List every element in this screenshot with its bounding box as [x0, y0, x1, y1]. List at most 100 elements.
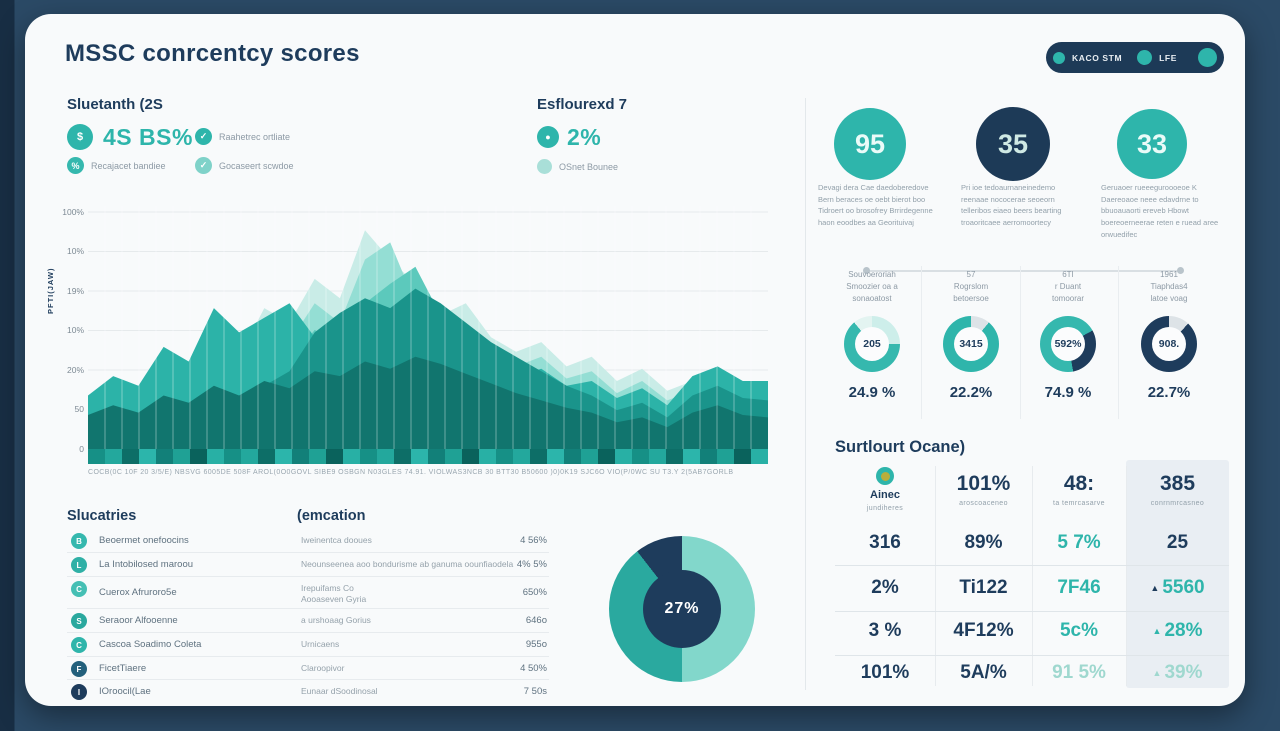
row-divider — [835, 565, 1229, 566]
cell-with-trend: ▲ 28% — [1126, 620, 1229, 642]
row-desc: Claroopivor — [301, 663, 345, 673]
row-value: 955o — [525, 639, 547, 650]
page-title: MSSC conrcentcy scores — [65, 40, 360, 67]
slider-handle-left[interactable] — [863, 267, 870, 274]
cell: 316 — [869, 532, 901, 553]
pill-button-1[interactable]: KACO STM — [1072, 52, 1123, 63]
row-name: La Intobilosed maroou — [99, 559, 194, 570]
range-slider-track[interactable] — [867, 270, 1181, 272]
header-label: 385 — [1159, 472, 1196, 495]
right-table-header-1: Ainec jundiheres — [835, 467, 935, 512]
donut-center-value: 908. — [1152, 327, 1186, 361]
table-row[interactable]: C Cuerox Afruroro5e Irepuifams Co Aooase… — [67, 578, 549, 609]
donut-gauge-4: 908. — [1141, 316, 1197, 372]
pill-dot-icon — [1053, 51, 1065, 64]
row-value: 4 50% — [520, 663, 547, 674]
row-desc: Neounseenea aoo bondurisme ab ganuma oou… — [301, 559, 514, 569]
x-axis-labels: COCB(0C 10F 20 3/5/E) NBSVG 6005DE 508F … — [88, 469, 734, 476]
highlighted-column — [1126, 460, 1229, 688]
header-label: 48: — [1063, 472, 1095, 495]
header-sub: aroscoaceneo — [959, 500, 1008, 507]
stat-label-4: OSnet Bounee — [559, 162, 619, 172]
cell: 25 — [1166, 532, 1189, 553]
header-sub: conrnmrcasneo — [1150, 500, 1205, 507]
cell: Ti122 — [959, 577, 1008, 598]
gauge-label-line: Souvoeroriah — [848, 270, 896, 279]
row-icon: F — [71, 661, 87, 677]
y-axis-label: PFTI(JAW) — [46, 267, 55, 315]
gauge-label-line: sonaoatost — [852, 294, 892, 303]
cell-value: 5560 — [1162, 577, 1205, 598]
row-value: 4 56% — [520, 535, 547, 546]
gauge-label-line: tomoorar — [1051, 294, 1084, 303]
row-icon: S — [71, 613, 87, 629]
area-chart: 100% 10% 19% 10% 20% 50 0 PFTI(JAW) — [46, 206, 768, 464]
table-row[interactable]: C Cascoa Soadimo Coleta Urnicaens 955o — [67, 634, 549, 657]
row-value: 650% — [522, 587, 547, 598]
cell: 3 % — [868, 620, 902, 641]
row-name: Cuerox Afruroro5e — [99, 587, 177, 598]
table-row[interactable]: B Beoermet onefoocins Iweinentca dooues … — [67, 530, 549, 553]
y-tick: 10% — [66, 325, 84, 335]
column-divider — [1032, 466, 1033, 686]
pill-icon-2[interactable] — [1137, 50, 1153, 65]
row-desc: Urnicaens — [301, 639, 340, 649]
table-row[interactable]: F FicetTiaere Claroopivor 4 50% — [67, 658, 549, 680]
gauge-divider — [1118, 266, 1119, 419]
gauge-divider — [921, 266, 922, 419]
row-name: IOroocil(Lae — [99, 686, 151, 697]
gauge-label-line: Smoozier oa a — [846, 282, 898, 291]
row-value: 646o — [525, 615, 547, 626]
table-row[interactable]: L La Intobilosed maroou Neounseenea aoo … — [67, 554, 549, 577]
column-divider — [1126, 466, 1127, 686]
pill-button-2[interactable]: LFE — [1159, 52, 1177, 63]
row-value: 7 50s — [523, 686, 547, 697]
panel-divider — [805, 98, 806, 690]
donut-center-value: 3415 — [954, 327, 988, 361]
check-icon: ✓ — [195, 128, 212, 145]
row-name: Cascoa Soadimo Coleta — [99, 639, 202, 650]
score-description-1: Devagi dera Cae daedoberedove Bern berac… — [818, 183, 933, 227]
table-row[interactable]: I IOroocil(Lae Eunaar dSoodinosal 7 50s — [67, 681, 549, 703]
cell-value: 28% — [1164, 620, 1203, 641]
header-pill: KACO STM LFE — [1046, 42, 1224, 73]
pill-avatar-icon[interactable] — [1198, 48, 1217, 67]
trend-up-icon: ▲ — [1152, 626, 1162, 636]
brand-dot-icon — [876, 467, 894, 485]
donut-gauge-2: 3415 — [943, 316, 999, 372]
gauge-label-line: betoersoe — [953, 294, 989, 303]
gauge-label-2: 57 Rogrslom betoersoe — [925, 269, 1017, 305]
gauge-label-line: r Duant — [1054, 282, 1082, 291]
gauge-percent-4: 22.7% — [1147, 384, 1191, 401]
score-description-2: Pri ioe tedoaurnaneinedemo reenaae nococ… — [961, 183, 1062, 227]
y-tick: 19% — [66, 286, 84, 296]
header-label: Ainec — [870, 489, 900, 501]
gauge-divider — [1020, 266, 1021, 419]
section-heading-left: Sluetanth (2S — [67, 96, 163, 113]
right-table-header-3: 48: ta temrcasarve — [1032, 472, 1126, 507]
row-desc: Iweinentca dooues — [301, 535, 372, 545]
donut-gauge-3: 592% — [1040, 316, 1096, 372]
stat-label-2: Recajacet bandiee — [91, 161, 166, 171]
y-tick: 20% — [66, 365, 84, 375]
row-icon: C — [71, 581, 87, 597]
cell: 2% — [871, 577, 899, 598]
y-tick: 10% — [66, 246, 84, 256]
cell-with-trend: ▲ 5560 — [1126, 577, 1229, 599]
row-name: Seraoor Alfooenne — [99, 615, 178, 626]
slider-handle-right[interactable] — [1177, 267, 1184, 274]
gauge-percent-1: 24.9 % — [848, 384, 896, 401]
area-chart-canvas — [88, 206, 768, 464]
table-row[interactable]: S Seraoor Alfooenne a urshoaag Gorius 64… — [67, 610, 549, 633]
left-table-header-1: Slucatries — [67, 508, 137, 524]
left-table-header-2: (emcation — [297, 508, 366, 524]
big-stat-right: 2% — [567, 124, 602, 150]
y-tick: 0 — [79, 444, 84, 454]
target-icon: ● — [537, 126, 559, 148]
row-name: FicetTiaere — [99, 663, 147, 674]
pie-center-label: 27% — [643, 570, 721, 648]
row-value: 4% 5% — [516, 559, 547, 570]
right-table-title: Surtlourt Ocane) — [835, 438, 966, 456]
row-desc: a urshoaag Gorius — [301, 615, 371, 625]
